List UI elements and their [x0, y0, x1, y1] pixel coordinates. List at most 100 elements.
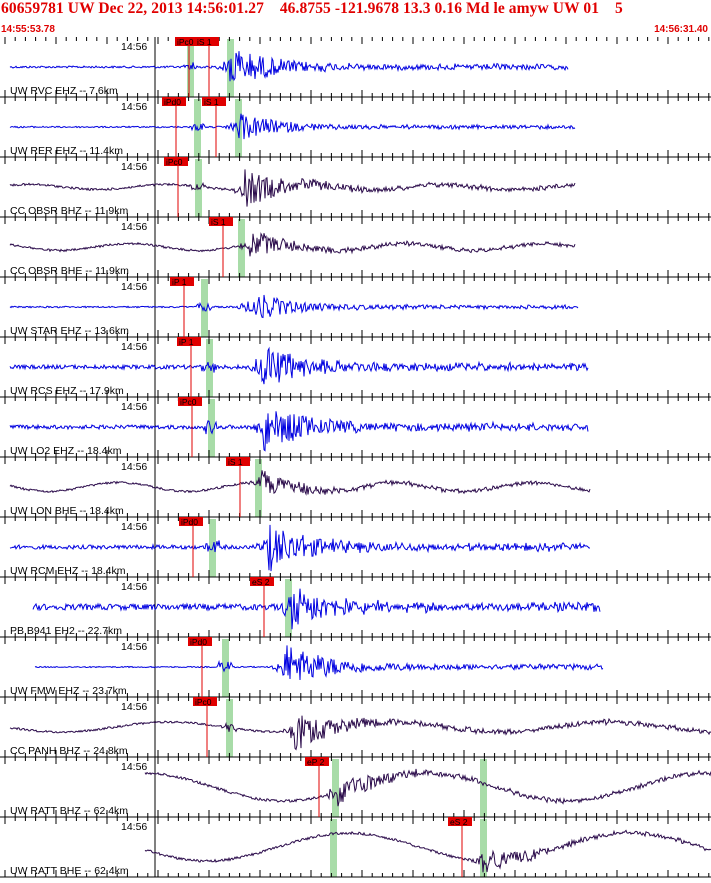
- phase-pick-box[interactable]: [175, 37, 199, 46]
- minute-label: 14:56: [121, 701, 147, 713]
- phase-pick-label: iPc0: [166, 157, 183, 167]
- time-ticks: [4, 217, 710, 224]
- phase-pick-box[interactable]: [195, 37, 219, 46]
- phase-pick-box[interactable]: [178, 397, 202, 406]
- station-label: UW FMW EHZ -- 23.7km: [10, 685, 127, 697]
- waveform: [9, 346, 589, 385]
- phase-pick-label: eP 2: [307, 757, 325, 767]
- time-ticks: [4, 37, 710, 44]
- minute-label: 14:56: [121, 761, 147, 773]
- trace-row: 14:56 iP 1 UW RCS EHZ -- 17.9km: [0, 337, 711, 398]
- theoretical-arrival-band: [285, 579, 292, 637]
- time-ticks: [4, 330, 710, 337]
- time-ticks: [4, 90, 710, 97]
- minute-label: 14:56: [121, 101, 147, 113]
- theoretical-arrival-band: [206, 339, 213, 397]
- waveform: [9, 470, 591, 496]
- time-ticks: [4, 630, 710, 637]
- theoretical-arrival-band: [480, 819, 487, 877]
- minute-label: 14:56: [121, 161, 147, 173]
- time-ticks: [4, 517, 710, 524]
- minute-label: 14:56: [121, 281, 147, 293]
- trace-row: 14:56 iS 1 CC OBSR BHE -- 11.9km: [0, 217, 711, 278]
- event-title: 60659781 UW Dec 22, 2013 14:56:01.27 46.…: [1, 0, 623, 17]
- trace-row: 14:56 iPc0 iS 1 UW RVC EHZ -- 7.6km: [0, 37, 711, 98]
- waveform: [9, 232, 576, 257]
- trace-row: 14:56 iP 1 UW STAR EHZ -- 13.6km: [0, 277, 711, 338]
- station-label: UW RCS EHZ -- 17.9km: [10, 385, 124, 397]
- station-label: UW RATT BHE -- 62.4km: [10, 865, 129, 877]
- phase-pick-label: iP 1: [172, 277, 187, 287]
- phase-pick-box[interactable]: [193, 697, 217, 706]
- waveform: [9, 294, 579, 319]
- time-ticks: [4, 750, 710, 757]
- phase-pick-label: iS 1: [228, 457, 243, 467]
- phase-pick-box[interactable]: [170, 277, 194, 286]
- phase-pick-label: iS 1: [197, 37, 212, 47]
- phase-pick-box[interactable]: [209, 217, 233, 226]
- phase-pick-label: eS 2: [252, 577, 270, 587]
- phase-pick-box[interactable]: [448, 817, 472, 826]
- trace-row: 14:56 iPd0 UW FMW EHZ -- 23.7km: [0, 637, 711, 698]
- waveform: [9, 113, 576, 140]
- time-ticks: [4, 577, 710, 584]
- theoretical-arrival-band: [208, 399, 215, 457]
- phase-pick-box[interactable]: [164, 157, 188, 166]
- minute-label: 14:56: [121, 401, 147, 413]
- trace-row: 14:56 iS 1 UW LON BHE -- 18.4km: [0, 457, 711, 518]
- minute-label: 14:56: [121, 41, 147, 53]
- waveform: [9, 524, 590, 572]
- trace-row: 14:56 iPd0 iS 1 UW RER EHZ -- 11.4km: [0, 97, 711, 158]
- trace-row: 14:56 eS 2 PB B941 EH2 -- 22.7km: [0, 577, 711, 638]
- phase-pick-box[interactable]: [202, 97, 226, 106]
- station-label: CC OBSR BHZ -- 11.9km: [10, 205, 128, 217]
- time-ticks: [4, 697, 710, 704]
- time-ticks: [4, 457, 710, 464]
- time-ticks: [4, 277, 710, 284]
- phase-pick-label: iPc0: [180, 397, 197, 407]
- trace-row: 14:56 eS 2 UW RATT BHE -- 62.4km: [0, 817, 711, 878]
- station-label: UW LON BHE -- 18.4km: [10, 505, 124, 517]
- minute-label: 14:56: [121, 641, 147, 653]
- event-header: 60659781 UW Dec 22, 2013 14:56:01.27 46.…: [0, 0, 711, 37]
- station-label: UW RATT BHZ -- 62.4km: [10, 805, 128, 817]
- window-start-time: 14:55:53.78: [1, 24, 55, 35]
- phase-pick-box[interactable]: [250, 577, 274, 586]
- theoretical-arrival-band: [332, 759, 339, 817]
- phase-pick-label: iPd0: [181, 517, 198, 527]
- phase-pick-box[interactable]: [179, 517, 203, 526]
- trace-row: 14:56 iPd0 UW RCM EHZ -- 18.4km: [0, 517, 711, 578]
- waveform: [144, 768, 711, 807]
- station-label: UW LO2 EHZ -- 18.4km: [10, 445, 122, 457]
- theoretical-arrival-band: [255, 459, 262, 517]
- time-ticks: [4, 870, 710, 877]
- phase-pick-box[interactable]: [305, 757, 329, 766]
- station-label: UW STAR EHZ -- 13.6km: [10, 325, 129, 337]
- phase-pick-box[interactable]: [188, 637, 212, 646]
- time-ticks: [4, 817, 710, 824]
- phase-pick-box[interactable]: [162, 97, 186, 106]
- time-ticks: [4, 690, 710, 697]
- waveform: [9, 715, 711, 751]
- theoretical-arrival-band: [330, 819, 337, 877]
- station-label: UW RCM EHZ -- 18.4km: [10, 565, 126, 577]
- phase-pick-label: iPc0: [177, 37, 194, 47]
- phase-pick-label: iP 1: [179, 337, 194, 347]
- time-ticks: [4, 337, 710, 344]
- waveform: [9, 51, 569, 82]
- time-ticks: [4, 97, 710, 104]
- phase-pick-box[interactable]: [177, 337, 201, 346]
- trace-row: 14:56 iPc0 CC OBSR BHZ -- 11.9km: [0, 157, 711, 218]
- waveform: [34, 645, 604, 681]
- waveform: [144, 829, 711, 873]
- waveform: [32, 588, 601, 630]
- phase-pick-label: iPc0: [195, 697, 212, 707]
- waveform: [9, 411, 589, 452]
- time-ticks: [4, 757, 710, 764]
- time-ticks: [4, 390, 710, 397]
- station-label: UW RVC EHZ -- 7.6km: [10, 85, 118, 97]
- phase-pick-box[interactable]: [226, 457, 250, 466]
- station-label: CC OBSR BHE -- 11.9km: [10, 265, 129, 277]
- trace-row: 14:56 eP 2 UW RATT BHZ -- 62.4km: [0, 757, 711, 818]
